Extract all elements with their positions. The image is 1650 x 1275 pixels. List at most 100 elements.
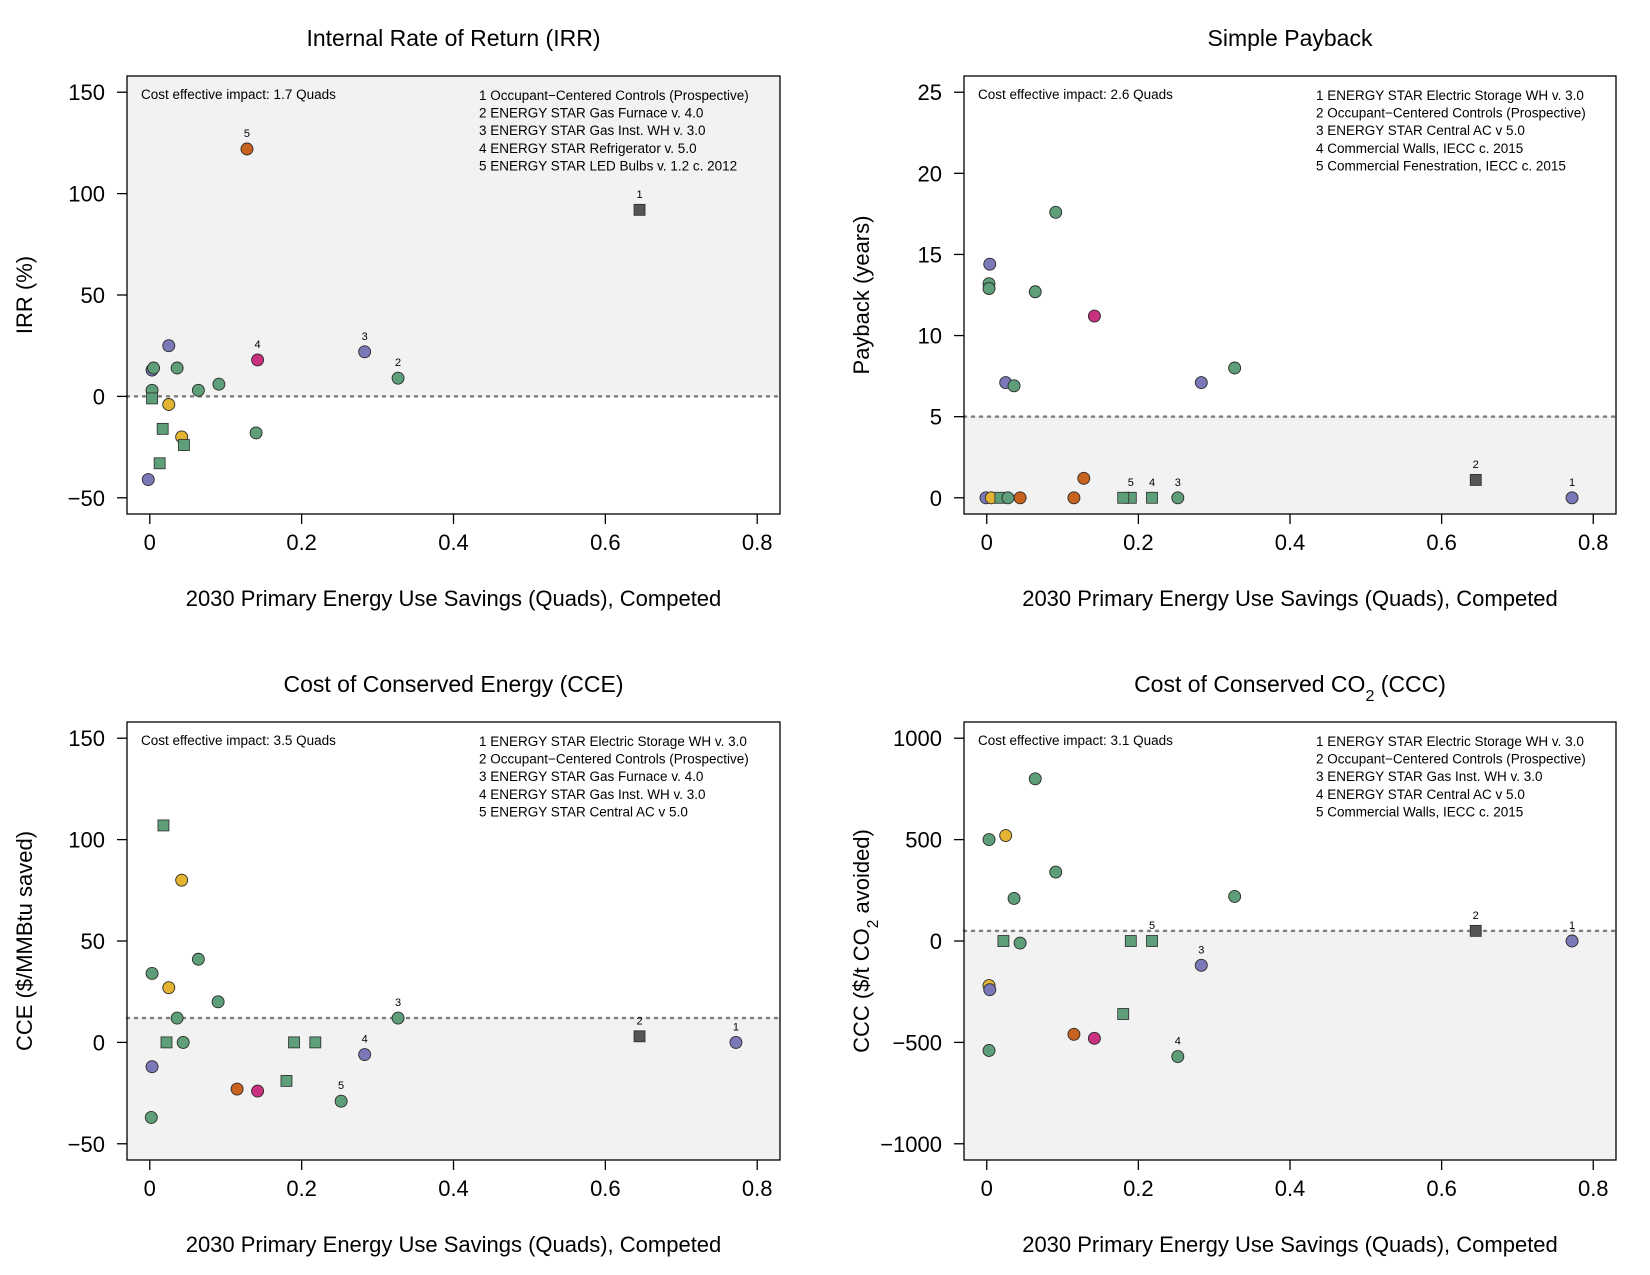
x-tick-label: 0.8 (1578, 1176, 1609, 1201)
data-point-circle (1007, 379, 1021, 393)
legend-entry: 4 ENERGY STAR Central AC v 5.0 (1316, 787, 1525, 802)
data-point-square (157, 819, 170, 832)
y-axis-title: CCC ($/t CO2 avoided) (849, 829, 882, 1053)
x-axis-title: 2030 Primary Energy Use Savings (Quads),… (186, 1232, 722, 1257)
data-point-square (633, 203, 646, 216)
y-tick-label: 10 (918, 324, 942, 349)
data-point-circle (162, 398, 176, 411)
chart-title: Simple Payback (1208, 25, 1373, 51)
y-tick-label: 0 (930, 929, 942, 954)
data-point-square (1146, 491, 1158, 504)
point-label: 4 (255, 339, 261, 351)
data-point-square (997, 935, 1010, 947)
data-point-circle (1028, 285, 1042, 299)
data-point-circle (1013, 491, 1027, 505)
data-point-circle (982, 833, 996, 847)
data-point-square (309, 1036, 322, 1049)
data-point-square (1146, 935, 1158, 947)
y-tick-label: 1000 (893, 726, 942, 751)
subscript: 2 (865, 920, 882, 929)
data-point-circle (982, 282, 996, 295)
data-point-square (178, 439, 190, 451)
point-label: 2 (1473, 459, 1479, 471)
data-point-circle (144, 1110, 158, 1124)
x-tick-label: 0 (981, 530, 993, 555)
point-label: 4 (1149, 477, 1155, 489)
data-point-circle (1013, 936, 1027, 950)
data-point-square (288, 1036, 300, 1049)
y-tick-label: 20 (918, 161, 942, 186)
legend-entry: 2 Occupant−Centered Controls (Prospectiv… (1316, 752, 1586, 767)
y-tick-label: −500 (892, 1030, 942, 1055)
x-tick-label: 0 (144, 530, 156, 555)
data-point-circle (162, 981, 176, 995)
point-label: 3 (1198, 944, 1204, 956)
x-tick-label: 0.4 (438, 530, 469, 555)
chart-title: Cost of Conserved CO2 (CCC) (1134, 671, 1446, 705)
y-tick-label: 50 (81, 929, 105, 954)
legend-entry: 1 ENERGY STAR Electric Storage WH v. 3.0 (1316, 734, 1584, 749)
data-point-square (633, 1030, 646, 1043)
data-point-circle (175, 873, 189, 887)
y-axis-title: CCE ($/MMBtu saved) (12, 831, 37, 1051)
data-point-circle (176, 1035, 190, 1049)
x-tick-label: 0 (144, 1176, 156, 1201)
y-tick-label: −1000 (880, 1132, 942, 1157)
data-point-circle (1028, 772, 1042, 786)
point-label: 5 (338, 1080, 344, 1092)
y-tick-label: 25 (918, 80, 942, 105)
point-label: 3 (395, 997, 401, 1009)
x-tick-label: 0.2 (1123, 1176, 1154, 1201)
data-point-circle (1049, 865, 1063, 879)
y-tick-label: 0 (930, 486, 942, 511)
data-point-circle (147, 361, 161, 375)
data-point-circle (983, 257, 997, 271)
point-label: 3 (1175, 477, 1181, 489)
y-tick-label: −50 (68, 486, 105, 511)
y-tick-label: 15 (918, 242, 942, 267)
x-axis-title: 2030 Primary Energy Use Savings (Quads),… (1022, 1232, 1558, 1257)
chart-panel-4: Cost of Conserved CO2 (CCC)0 0.2 0.4 0.6 0.8… (849, 671, 1618, 1257)
data-point-circle (249, 426, 263, 440)
data-point-circle (170, 361, 184, 375)
x-tick-label: 0.6 (590, 530, 621, 555)
data-point-circle (334, 1094, 348, 1108)
legend-entry: 5 Commercial Fenestration, IECC c. 2015 (1316, 158, 1566, 173)
text-run: Cost of Conserved CO (1134, 671, 1365, 697)
shaded-region (964, 416, 1616, 514)
impact-note: Cost effective impact: 1.7 Quads (141, 87, 336, 102)
data-point-circle (211, 995, 225, 1009)
legend-entry: 2 Occupant−Centered Controls (Prospectiv… (1316, 106, 1586, 121)
y-tick-label: 150 (68, 80, 105, 105)
x-tick-label: 0.6 (1426, 530, 1457, 555)
x-tick-label: 0.2 (286, 530, 317, 555)
x-tick-label: 0.8 (742, 1176, 773, 1201)
x-tick-label: 0.2 (286, 1176, 317, 1201)
data-point-circle (358, 345, 372, 359)
legend-entry: 3 ENERGY STAR Gas Inst. WH v. 3.0 (1316, 769, 1543, 784)
impact-note: Cost effective impact: 3.1 Quads (978, 733, 1173, 748)
x-tick-label: 0.6 (590, 1176, 621, 1201)
data-point-square (1117, 491, 1130, 504)
data-point-circle (391, 371, 405, 385)
chart-title: Cost of Conserved Energy (CCE) (283, 671, 623, 697)
legend-entry: 4 Commercial Walls, IECC c. 2015 (1316, 141, 1523, 156)
data-point-circle (1077, 471, 1091, 485)
data-point-square (1469, 474, 1482, 486)
legend-entry: 3 ENERGY STAR Central AC v 5.0 (1316, 123, 1525, 138)
data-point-circle (1228, 361, 1242, 375)
point-label: 1 (636, 189, 642, 201)
point-label: 2 (1473, 910, 1479, 922)
legend-entry: 3 ENERGY STAR Gas Furnace v. 4.0 (479, 769, 703, 784)
legend-entry: 1 ENERGY STAR Electric Storage WH v. 3.0 (1316, 88, 1584, 103)
y-tick-label: 5 (930, 405, 942, 430)
y-tick-label: 100 (68, 182, 105, 207)
point-label: 4 (362, 1034, 368, 1046)
data-point-circle (1228, 889, 1242, 903)
data-point-circle (145, 966, 159, 980)
subscript: 2 (1365, 687, 1374, 705)
data-point-circle (999, 829, 1013, 843)
chart-panel-3: Cost of Conserved Energy (CCE) 0 0.2 0.4 0.6… (12, 671, 782, 1257)
chart-panel-1: Internal Rate of Return (IRR) 0 0.2 0.4 0.6 0… (12, 25, 782, 611)
point-label: 4 (1175, 1036, 1181, 1048)
